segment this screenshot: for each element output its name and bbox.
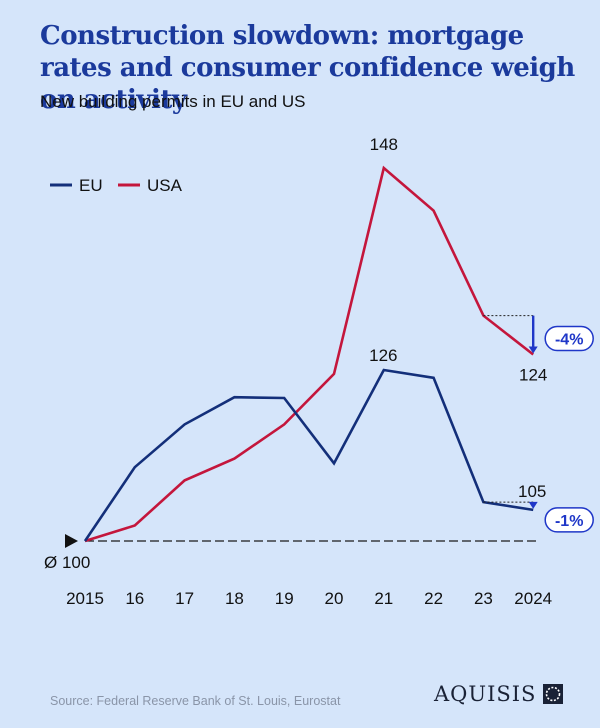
chart-title: Construction slowdown: mortgage rates an…	[40, 21, 575, 115]
baseline-arrow-icon	[65, 534, 78, 548]
series-line-eu	[83, 368, 534, 542]
x-tick-label: 18	[225, 589, 244, 608]
change-pill-eu	[544, 507, 594, 533]
arrow-down-icon	[528, 346, 538, 354]
x-tick-label: 23	[474, 589, 493, 608]
data-label-eu-9: 105	[518, 482, 546, 501]
x-tick-label: 2024	[514, 589, 552, 608]
change-pill-label-eu: -1%	[555, 513, 583, 530]
brand-emblem-icon	[543, 684, 564, 704]
change-pill-usa	[544, 325, 594, 352]
change-pill-label-usa: -4%	[555, 332, 583, 349]
arrow-down-icon	[528, 501, 538, 509]
brand-name: AQUISIS	[434, 682, 537, 706]
baseline-label: Ø 100	[44, 553, 90, 572]
x-tick-label: 16	[125, 589, 144, 608]
series-line-usa	[84, 165, 535, 543]
legend-label-usa: USA	[147, 176, 183, 195]
brand-logo: AQUISIS	[434, 682, 564, 706]
data-label-usa-6: 148	[370, 135, 398, 154]
x-tick-label: 2015	[66, 589, 104, 608]
data-label-eu-6: 126	[369, 346, 397, 365]
data-label-usa-9: 124	[519, 366, 547, 385]
x-tick-label: 19	[275, 589, 294, 608]
x-tick-label: 20	[325, 589, 344, 608]
x-tick-label: 21	[374, 589, 393, 608]
source-note: Source: Federal Reserve Bank of St. Loui…	[50, 694, 341, 708]
chart-subtitle: New building permits in EU and US	[40, 92, 306, 111]
legend-label-eu: EU	[79, 176, 103, 195]
x-tick-label: 22	[424, 589, 443, 608]
x-tick-label: 17	[175, 589, 194, 608]
